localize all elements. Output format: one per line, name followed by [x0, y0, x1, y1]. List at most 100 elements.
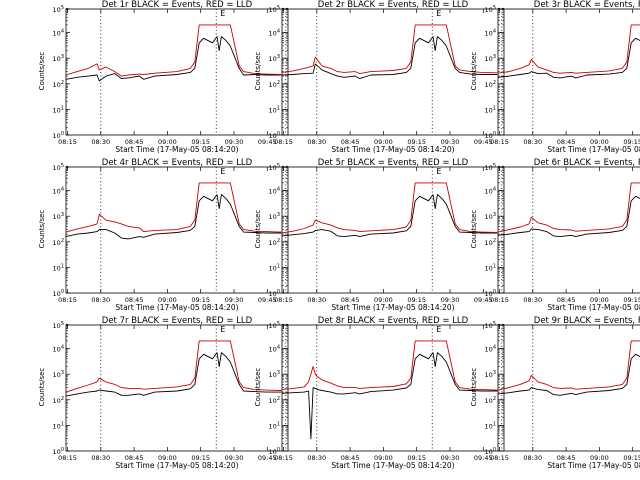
events-series-line	[65, 36, 282, 82]
max-marker-label: E	[436, 167, 441, 176]
lld-series-line	[281, 182, 498, 234]
plot-frame	[497, 8, 640, 136]
x-tick-label: 08:30	[91, 454, 110, 462]
panel-title: Det 5r BLACK = Events, RED = LLD	[318, 158, 469, 168]
x-tick-label: 08:30	[307, 454, 326, 462]
y-tick-label: 103	[485, 54, 496, 63]
x-axis-label: Start Time (17-May-05 08:14:20)	[115, 461, 238, 470]
y-tick-label: 104	[269, 345, 280, 354]
x-tick-label: 09:00	[590, 454, 609, 462]
x-tick-label: 08:45	[341, 296, 360, 304]
y-tick-label: 102	[53, 396, 64, 405]
x-tick-label: 09:15	[623, 296, 640, 304]
y-tick-label: 100	[269, 289, 280, 298]
panel-title: Det 4r BLACK = Events, RED = LLD	[102, 158, 253, 168]
max-marker-label: E	[220, 325, 225, 334]
x-tick-label: 08:30	[91, 138, 110, 146]
x-tick-label: 09:45	[258, 138, 277, 146]
plot-frame	[281, 166, 505, 294]
y-tick-label: 100	[485, 289, 496, 298]
lld-series-line	[497, 24, 640, 74]
max-marker-label: E	[220, 167, 225, 176]
panel-det-8: Det 8r BLACK = Events, RED = LLD 100 101 10…	[254, 316, 505, 470]
panel-det-2: Det 2r BLACK = Events, RED = LLD 100 101 10…	[254, 0, 505, 154]
y-tick-label: 100	[485, 447, 496, 456]
y-axis-label: Counts/sec	[38, 52, 46, 91]
y-tick-label: 105	[269, 5, 280, 14]
y-tick-label: 104	[53, 345, 64, 354]
y-tick-label: 104	[485, 345, 496, 354]
x-tick-label: 09:00	[158, 296, 177, 304]
x-tick-label: 09:15	[191, 296, 210, 304]
x-tick-label: 08:45	[125, 138, 144, 146]
y-tick-label: 102	[269, 238, 280, 247]
y-axis-label: Counts/sec	[470, 210, 478, 249]
y-tick-label: 101	[269, 263, 280, 272]
x-tick-label: 08:30	[523, 454, 542, 462]
y-axis-label: Counts/sec	[254, 52, 262, 91]
events-series-line	[497, 37, 640, 79]
x-tick-label: 08:45	[557, 296, 576, 304]
y-tick-label: 102	[269, 396, 280, 405]
x-tick-label: 08:30	[307, 296, 326, 304]
y-tick-label: 103	[269, 54, 280, 63]
y-tick-label: 102	[485, 80, 496, 89]
y-tick-label: 101	[53, 263, 64, 272]
x-axis-label: Start Time (17-May-05 08:14:20)	[547, 303, 640, 312]
y-tick-label: 101	[269, 105, 280, 114]
panel-title: Det 2r BLACK = Events, RED = LLD	[318, 0, 469, 10]
events-series-line	[281, 352, 498, 440]
x-tick-label: 09:15	[191, 454, 210, 462]
y-tick-label: 103	[53, 212, 64, 221]
x-tick-label: 09:30	[225, 454, 244, 462]
x-tick-label: 09:15	[407, 454, 426, 462]
y-tick-label: 105	[53, 163, 64, 172]
x-tick-label: 09:00	[158, 138, 177, 146]
x-tick-label: 09:45	[258, 454, 277, 462]
x-tick-label: 09:00	[590, 296, 609, 304]
plot-frame	[65, 324, 289, 452]
panel-det-9: Det 9r BLACK = Events, RED = LLD 100 101 10…	[470, 316, 640, 470]
panel-det-5: Det 5r BLACK = Events, RED = LLD 100 101 10…	[254, 158, 505, 312]
x-tick-label: 09:15	[623, 454, 640, 462]
x-tick-label: 08:45	[341, 454, 360, 462]
x-tick-label: 08:45	[341, 138, 360, 146]
events-series-line	[497, 195, 640, 238]
y-tick-label: 101	[269, 421, 280, 430]
lld-series-line	[281, 24, 498, 75]
y-tick-label: 101	[485, 263, 496, 272]
panel-title: Det 8r BLACK = Events, RED = LLD	[318, 316, 469, 326]
x-tick-label: 09:15	[407, 296, 426, 304]
events-series-line	[65, 194, 282, 240]
plot-frame	[65, 166, 289, 294]
lld-series-line	[281, 340, 498, 391]
y-tick-label: 103	[53, 54, 64, 63]
x-tick-label: 09:00	[374, 138, 393, 146]
x-tick-label: 09:45	[474, 454, 493, 462]
x-axis-label: Start Time (17-May-05 08:14:20)	[331, 461, 454, 470]
x-tick-label: 09:00	[374, 296, 393, 304]
x-tick-label: 09:00	[158, 454, 177, 462]
y-tick-label: 105	[485, 5, 496, 14]
panel-title: Det 7r BLACK = Events, RED = LLD	[102, 316, 253, 326]
x-axis-label: Start Time (17-May-05 08:14:20)	[331, 145, 454, 154]
x-tick-label: 09:45	[474, 138, 493, 146]
lld-series-line	[497, 340, 640, 391]
y-tick-label: 105	[53, 321, 64, 330]
y-tick-label: 105	[53, 5, 64, 14]
x-tick-label: 08:15	[58, 296, 77, 304]
y-tick-label: 104	[53, 187, 64, 196]
x-tick-label: 08:45	[125, 296, 144, 304]
y-axis-label: Counts/sec	[470, 368, 478, 407]
y-tick-label: 101	[485, 105, 496, 114]
plot-frame	[281, 324, 505, 452]
panel-det-1: Det 1r BLACK = Events, RED = LLD 100 101 10…	[38, 0, 289, 154]
lld-series-line	[65, 24, 282, 77]
y-tick-label: 102	[269, 80, 280, 89]
y-tick-label: 100	[53, 447, 64, 456]
x-tick-label: 08:30	[91, 296, 110, 304]
x-tick-label: 08:45	[557, 454, 576, 462]
x-tick-label: 09:30	[225, 296, 244, 304]
y-axis-label: Counts/sec	[470, 52, 478, 91]
y-axis-label: Counts/sec	[254, 210, 262, 249]
